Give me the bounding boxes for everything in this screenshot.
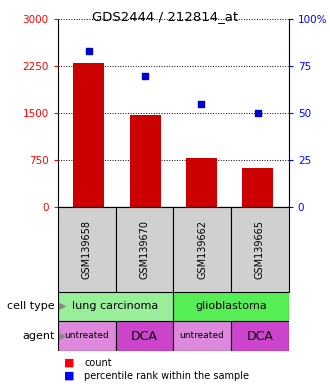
Bar: [173, 292, 289, 321]
Text: GDS2444 / 212814_at: GDS2444 / 212814_at: [92, 10, 238, 23]
Bar: [186, 159, 217, 207]
Point: [143, 73, 148, 79]
Text: DCA: DCA: [131, 329, 158, 343]
Text: GSM139665: GSM139665: [255, 220, 265, 279]
Text: GSM139658: GSM139658: [82, 220, 92, 279]
Text: untreated: untreated: [64, 331, 109, 341]
Text: agent: agent: [22, 331, 54, 341]
Bar: [58, 321, 115, 351]
Bar: [130, 114, 161, 207]
Bar: [115, 207, 173, 292]
Bar: [58, 292, 173, 321]
Bar: [58, 207, 115, 292]
Point: [86, 48, 91, 54]
Point: [255, 110, 260, 116]
Text: ▶: ▶: [59, 331, 67, 341]
Text: lung carcinoma: lung carcinoma: [72, 301, 159, 311]
Text: glioblastoma: glioblastoma: [195, 301, 267, 311]
Point: [199, 101, 204, 107]
Bar: [242, 169, 273, 207]
Bar: [173, 207, 231, 292]
Text: GSM139662: GSM139662: [197, 220, 207, 279]
Bar: [115, 321, 173, 351]
Text: ▶: ▶: [59, 301, 67, 311]
Text: cell type: cell type: [7, 301, 54, 311]
Text: ■: ■: [64, 371, 75, 381]
Text: untreated: untreated: [180, 331, 224, 341]
Bar: [73, 63, 104, 207]
Text: DCA: DCA: [247, 329, 273, 343]
Bar: [173, 321, 231, 351]
Text: ■: ■: [64, 358, 75, 368]
Bar: [231, 207, 289, 292]
Text: count: count: [84, 358, 112, 368]
Text: GSM139670: GSM139670: [139, 220, 149, 279]
Text: percentile rank within the sample: percentile rank within the sample: [84, 371, 249, 381]
Bar: [231, 321, 289, 351]
